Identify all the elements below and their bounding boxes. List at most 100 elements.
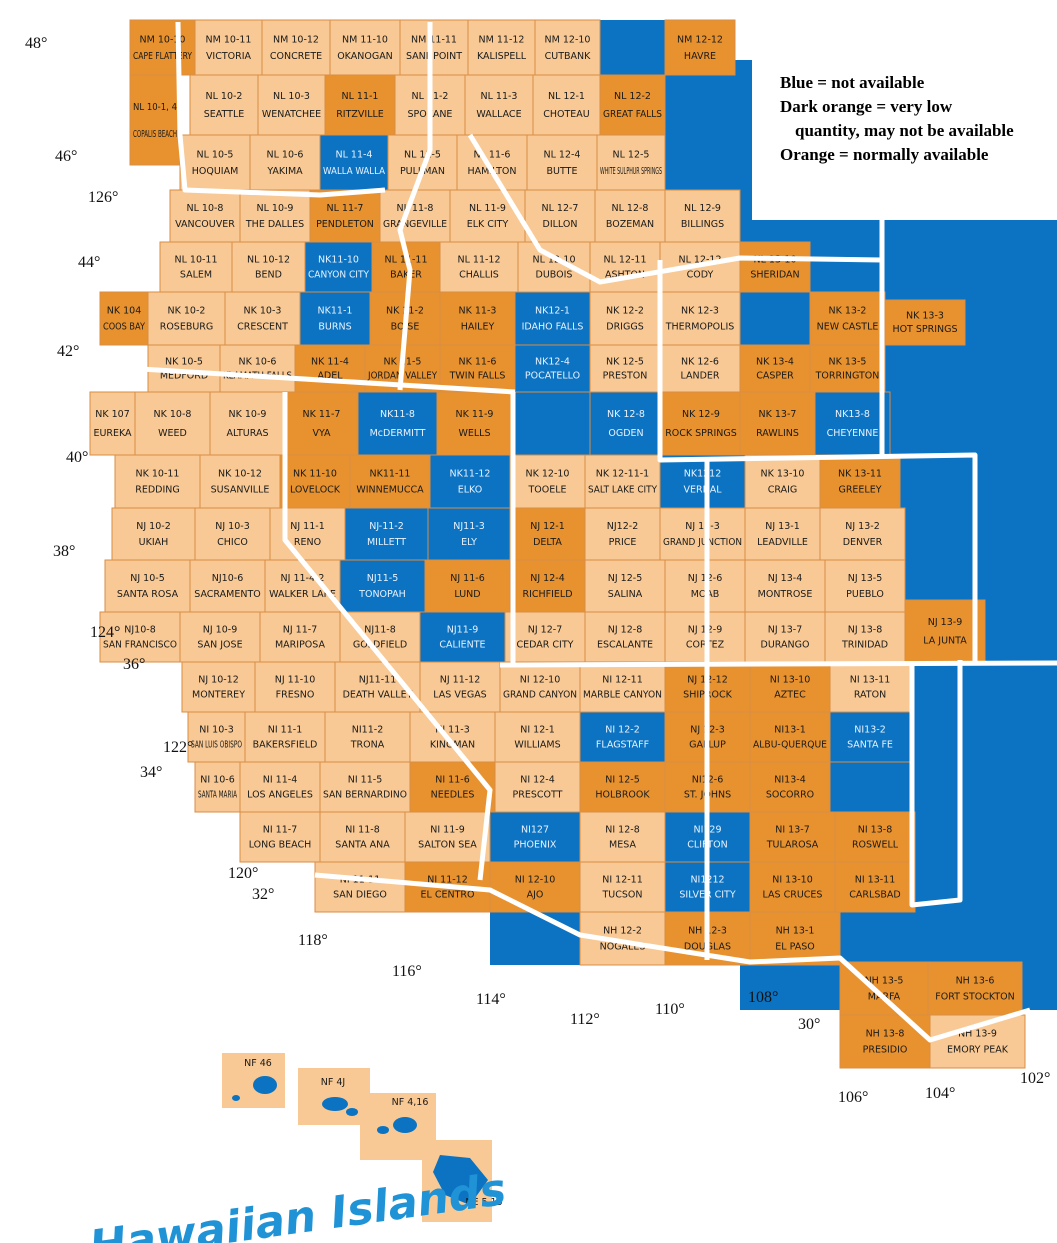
quadrangle-code: NH 13-5 xyxy=(865,976,904,987)
quadrangle-name: SALT LAKE CITY xyxy=(588,484,657,495)
quadrangle-code: NK 10-6 xyxy=(239,356,277,367)
quadrangle-cell xyxy=(584,611,666,663)
inset-sheet-label: NF 46 xyxy=(244,1058,272,1069)
quadrangle: NK 12-6 LANDER xyxy=(659,344,741,393)
quadrangle-cell xyxy=(449,189,526,243)
quadrangle-cell xyxy=(339,559,426,613)
quadrangle-name: SAN JOSE xyxy=(197,640,242,651)
quadrangle-cell xyxy=(129,19,196,76)
quadrangle-name: DEATH VALLEY xyxy=(343,690,413,701)
graticule-label: 44° xyxy=(78,254,100,271)
quadrangle: NI 12-1 WILLIAMS xyxy=(494,711,581,763)
quadrangle-code: NL 11-3 xyxy=(481,91,518,102)
quadrangle-name: SAN BERNARDINO xyxy=(323,790,407,801)
quadrangle-name: LANDER xyxy=(680,371,719,382)
quadrangle-code: NI 11-1 xyxy=(268,725,303,736)
quadrangle-code: NM 11-12 xyxy=(479,34,525,45)
quadrangle: NJ 11-4-2 WALKER LAKE xyxy=(264,559,341,613)
quadrangle: NJ 11-6 LUND xyxy=(424,559,511,613)
quadrangle-name: MONTROSE xyxy=(758,589,813,600)
quadrangle: NL 10-12 BEND xyxy=(231,241,306,293)
quadrangle-code: NJ-11-2 xyxy=(369,521,404,532)
quadrangle-name: PUEBLO xyxy=(846,589,884,600)
quadrangle-code: NI 12-8 xyxy=(605,825,640,836)
quadrangle-name: CUTBANK xyxy=(545,51,592,62)
quadrangle-cell xyxy=(239,189,311,243)
quadrangle: NL 11-8 GRANGEVILLE xyxy=(379,189,451,243)
quadrangle-code: NH 13-9 xyxy=(958,1029,997,1040)
quadrangle-code: NL 10-12 xyxy=(247,255,290,266)
quadrangle-code: NJ 13-4 xyxy=(768,573,803,584)
quadrangle: NJ10-8 SAN FRANCISCO xyxy=(99,611,181,663)
quadrangle-name: CRESCENT xyxy=(237,321,288,332)
quadrangle-cell xyxy=(187,711,246,763)
quadrangle-name: MARBLE CANYON xyxy=(583,690,662,701)
quadrangle-cell xyxy=(814,391,891,456)
quadrangle-cell xyxy=(249,134,321,191)
quadrangle: NK 11-3 HAILEY xyxy=(439,291,516,346)
graticule-label: 46° xyxy=(55,148,77,165)
quadrangle-code: NL 10-8 xyxy=(187,203,224,214)
quadrangle-code: NJ 11-10 xyxy=(275,675,316,686)
quadrangle-cell xyxy=(579,861,666,913)
quadrangle-name: MESA xyxy=(609,840,636,851)
quadrangle-code: NK 10-5 xyxy=(165,356,203,367)
quadrangle-code: NK12-4 xyxy=(535,356,570,367)
quadrangle-code: NJ 13-5 xyxy=(848,573,883,584)
quadrangle-name: FRESNO xyxy=(276,690,315,701)
quadrangle-code: NI 13-11 xyxy=(850,675,891,686)
quadrangle-code: NJ 12-7 xyxy=(528,625,563,636)
quadrangle: NM 11-11 SANDPOINT xyxy=(399,19,469,76)
quadrangle: NJ 13-8 TRINIDAD xyxy=(824,611,906,663)
quadrangle-code: NL 12-1 xyxy=(548,91,585,102)
quadrangle-code: NI 12-11 xyxy=(602,675,643,686)
quadrangle-cell xyxy=(179,611,261,663)
quadrangle: NL 10-6 YAKIMA xyxy=(249,134,321,191)
quadrangle-name: PRICE xyxy=(609,537,637,548)
quadrangle-name: WENATCHEE xyxy=(262,109,321,120)
quadrangle-code: NK 12-10 xyxy=(526,469,570,480)
quadrangle-code: NJ10-8 xyxy=(124,625,155,636)
quadrangle: NK 10-5 MEDFORD xyxy=(147,344,221,393)
quadrangle-name: LA JUNTA xyxy=(923,635,967,646)
quadrangle-cell xyxy=(344,507,429,561)
quadrangle-name: SALEM xyxy=(180,270,212,281)
quadrangle: NJ 11-1 RENO xyxy=(269,507,346,561)
quadrangle-name: CHALLIS xyxy=(459,270,499,281)
quadrangle-cell xyxy=(456,134,528,191)
quadrangle: NI 13-8 ROSWELL xyxy=(834,811,916,863)
quadrangle-name: TONOPAH xyxy=(358,589,406,600)
quadrangle: NH 13-6 FORT STOCKTON xyxy=(927,961,1023,1016)
quadrangle-name: CONCRETE xyxy=(270,51,322,62)
quadrangle: NJ 13-4 MONTROSE xyxy=(744,559,826,613)
boundary xyxy=(499,660,1057,668)
quadrangle: NJ 12-7 CEDAR CITY xyxy=(504,611,586,663)
quadrangle-name: DELTA xyxy=(533,537,562,548)
quadrangle-cell xyxy=(399,19,469,76)
quadrangle-cell xyxy=(509,454,586,509)
quadrangle-code: NK 12-11-1 xyxy=(596,469,649,480)
quadrangle-cell xyxy=(589,241,661,293)
quadrangle-name: UKIAH xyxy=(139,537,169,548)
quadrangle: NJ 10-3 CHICO xyxy=(194,507,271,561)
quadrangle-cell xyxy=(744,454,821,509)
quadrangle-code: NJ 12-3 xyxy=(685,521,720,532)
quadrangle-cell xyxy=(809,344,886,393)
quadrangle: NI13-1 ALBU-QUERQUE xyxy=(749,711,831,763)
quadrangle-code: NI13-4 xyxy=(774,775,805,786)
quadrangle-cell xyxy=(194,761,241,813)
quadrangle-cell xyxy=(259,611,341,663)
quadrangle-name: CODY xyxy=(687,270,714,281)
quadrangle: NK 12-9 ROCK SPRINGS xyxy=(661,391,741,456)
quadrangle: NJ10-6 SACRAMENTO xyxy=(189,559,266,613)
quadrangle-code: NI 11-6 xyxy=(435,775,470,786)
quadrangle-code: NI 12-4 xyxy=(520,775,555,786)
quadrangle-code: NJ 10-12 xyxy=(198,675,239,686)
quadrangle-code: NI 13-8 xyxy=(858,825,893,836)
quadrangle-cell xyxy=(659,291,741,346)
quadrangle: NJ 12-1 DELTA xyxy=(509,507,586,561)
quadrangle-code: NK11-1 xyxy=(318,306,353,317)
quadrangle-code: NK 13-7 xyxy=(759,409,797,420)
